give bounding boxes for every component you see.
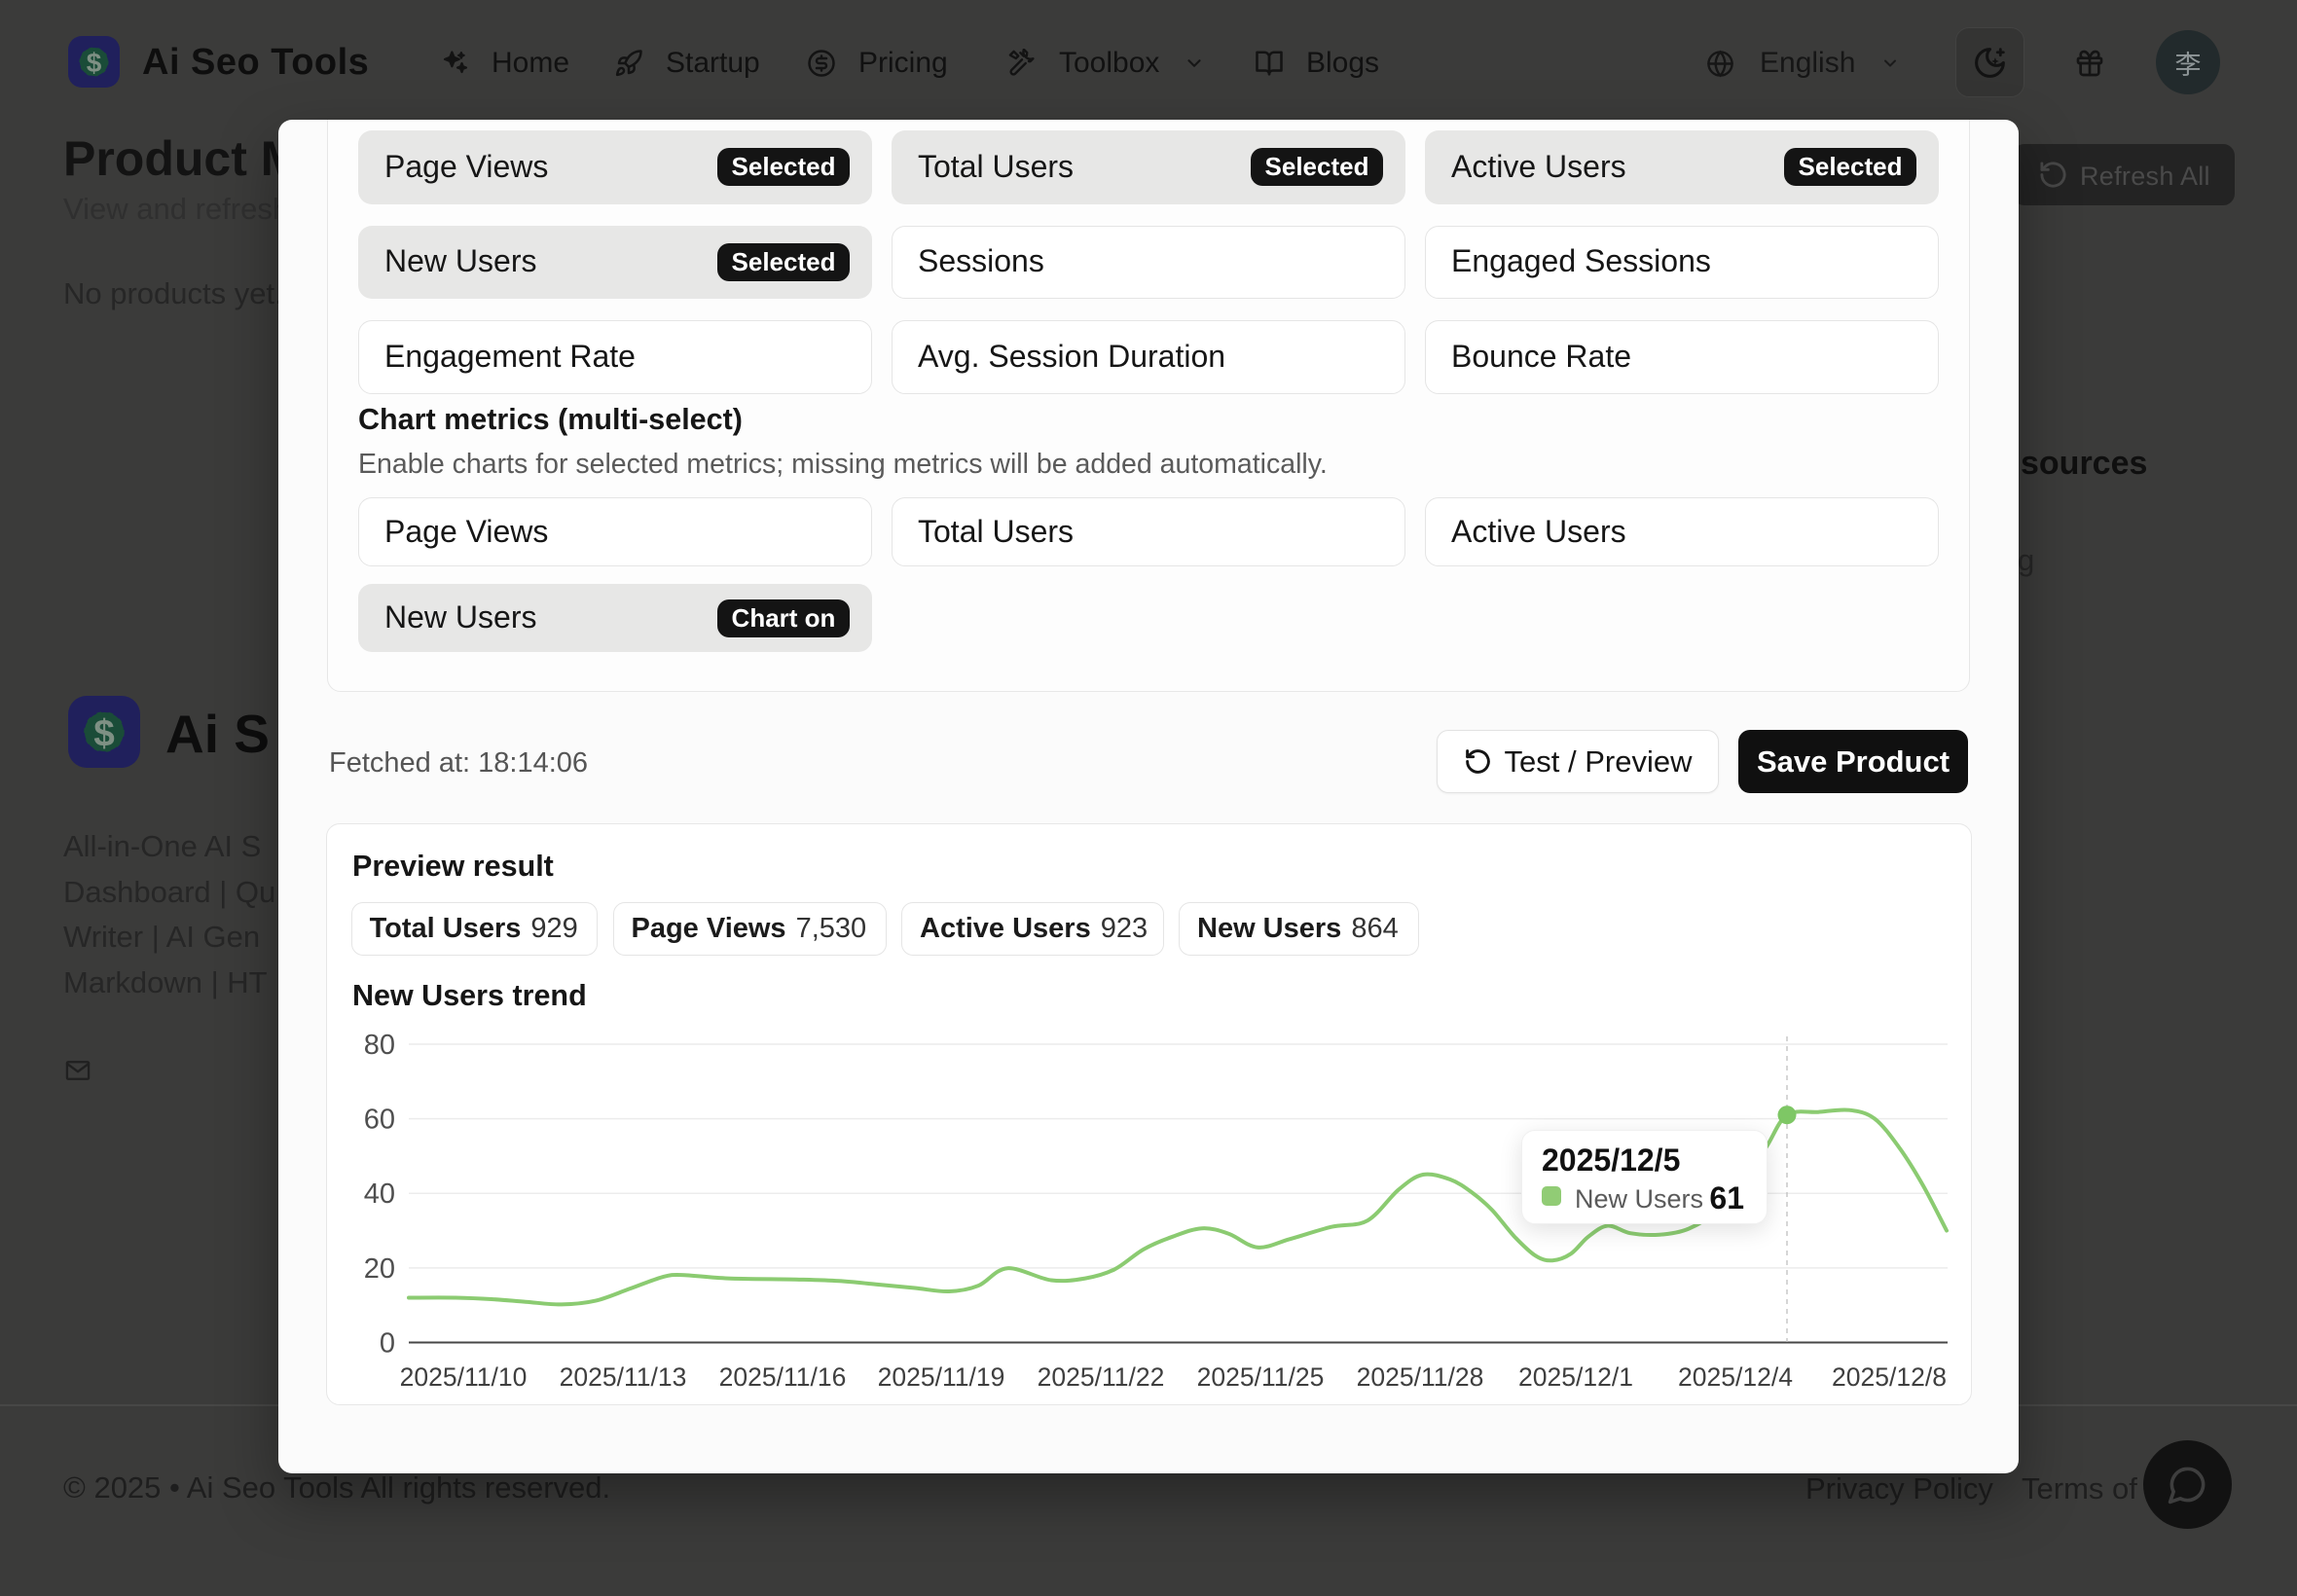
svg-text:2025/11/13: 2025/11/13 [560, 1362, 687, 1392]
svg-text:0: 0 [380, 1328, 395, 1360]
svg-text:2025/11/19: 2025/11/19 [878, 1362, 1005, 1392]
svg-text:2025/12/1: 2025/12/1 [1518, 1362, 1633, 1392]
svg-text:2025/11/22: 2025/11/22 [1038, 1362, 1165, 1392]
svg-text:2025/11/28: 2025/11/28 [1357, 1362, 1484, 1392]
svg-text:2025/12/8: 2025/12/8 [1832, 1362, 1947, 1392]
svg-text:$: $ [93, 713, 115, 755]
svg-text:40: 40 [364, 1179, 395, 1210]
svg-text:2025/11/10: 2025/11/10 [400, 1362, 528, 1392]
svg-text:2025/11/25: 2025/11/25 [1197, 1362, 1325, 1392]
svg-text:80: 80 [364, 1030, 395, 1061]
svg-text:$: $ [87, 48, 102, 78]
svg-text:2025/12/4: 2025/12/4 [1678, 1362, 1793, 1392]
svg-text:20: 20 [364, 1253, 395, 1285]
svg-text:60: 60 [364, 1105, 395, 1136]
svg-text:2025/11/16: 2025/11/16 [719, 1362, 847, 1392]
